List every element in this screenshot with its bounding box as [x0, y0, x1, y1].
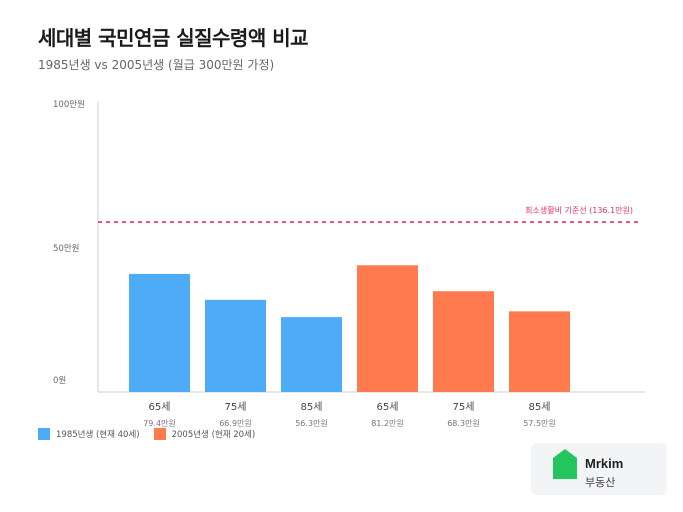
bar-0-2: [281, 317, 342, 392]
value-label-1-0: 81.2만원: [371, 419, 404, 428]
value-label-1-1: 68.3만원: [447, 419, 480, 428]
brand-name: Mrkim: [585, 456, 624, 471]
x-tick-label-1-1: 75세: [453, 401, 475, 413]
legend-item-1985: 1985년생 (현재 40세): [38, 428, 140, 440]
bar-1-2: [509, 311, 570, 392]
y-tick-label-2: 100만원: [53, 100, 85, 110]
x-tick-label-0-1: 75세: [225, 401, 247, 413]
legend-item-2005: 2005년생 (현재 20세): [153, 428, 256, 440]
legend: 1985년생 (현재 40세) 2005년생 (현재 20세): [38, 428, 269, 440]
y-tick-label-0: 0원: [53, 376, 66, 386]
brand-sub: 부동산: [585, 476, 616, 489]
value-label-0-0: 79.4만원: [143, 419, 176, 428]
x-tick-label-0-0: 65세: [149, 401, 171, 413]
brand-logo: Mrkim 부동산: [531, 443, 667, 495]
value-label-0-2: 56.3만원: [295, 419, 328, 428]
legend-swatch-2005: [153, 428, 166, 440]
x-tick-label-1-2: 85세: [529, 401, 551, 413]
legend-label-2005: 2005년생 (현재 20세): [171, 430, 256, 440]
x-tick-label-0-2: 85세: [301, 401, 323, 413]
value-label-0-1: 66.9만원: [219, 419, 252, 428]
bar-0-1: [205, 299, 266, 392]
x-tick-label-1-0: 65세: [377, 401, 399, 413]
chart-subtitle: 1985년생 vs 2005년생 (월급 300만원 가정): [38, 58, 275, 72]
y-tick-label-1: 50만원: [53, 244, 79, 254]
bar-0-0: [129, 273, 190, 392]
bar-1-1: [433, 291, 494, 392]
bar-1-0: [357, 265, 418, 392]
value-label-1-2: 57.5만원: [523, 419, 556, 428]
legend-label-1985: 1985년생 (현재 40세): [56, 430, 140, 440]
reference-line-label: 최소생활비 기준선 (136.1만원): [525, 205, 633, 215]
chart-title: 세대별 국민연금 실질수령액 비교: [38, 26, 309, 50]
house-icon: [553, 449, 577, 479]
legend-swatch-1985: [38, 428, 50, 440]
